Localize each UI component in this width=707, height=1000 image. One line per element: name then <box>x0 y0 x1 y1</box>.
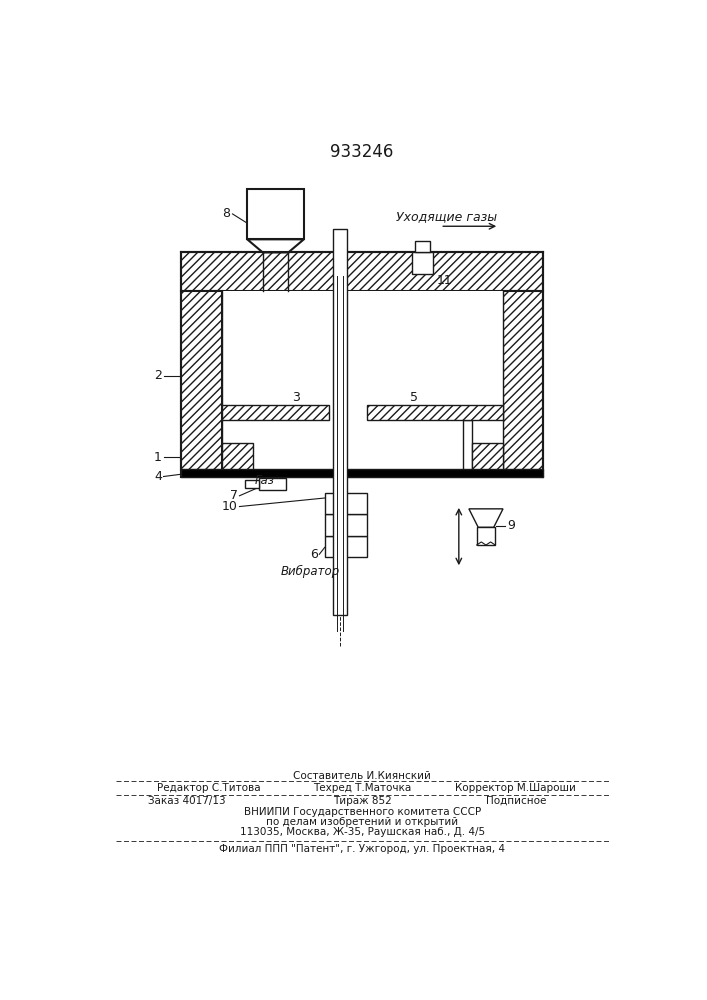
Bar <box>462 420 472 470</box>
Text: Заказ 4017/13: Заказ 4017/13 <box>148 796 226 806</box>
Bar <box>182 291 222 470</box>
Text: 5: 5 <box>410 391 418 404</box>
Text: 6: 6 <box>310 548 317 561</box>
Text: Филиал ППП "Патент", г. Ужгород, ул. Проектная, 4: Филиал ППП "Патент", г. Ужгород, ул. Про… <box>219 844 506 854</box>
Text: 7: 7 <box>230 489 238 502</box>
Text: Техред Т.Маточка: Техред Т.Маточка <box>313 783 411 793</box>
Bar <box>503 291 543 470</box>
Text: 10: 10 <box>222 500 238 513</box>
Bar <box>477 527 495 545</box>
Text: Уходящие газы: Уходящие газы <box>396 210 497 223</box>
Polygon shape <box>247 239 304 252</box>
Text: 8: 8 <box>222 207 230 220</box>
Bar <box>259 478 286 490</box>
Text: 2: 2 <box>154 369 162 382</box>
Text: Составитель И.Киянский: Составитель И.Киянский <box>293 771 431 781</box>
Bar <box>222 405 329 420</box>
Bar <box>222 291 503 470</box>
Bar <box>333 229 347 615</box>
Text: 933246: 933246 <box>330 143 394 161</box>
Bar <box>416 241 430 252</box>
Bar <box>325 493 368 514</box>
Text: 4: 4 <box>154 470 162 483</box>
Text: 3: 3 <box>292 391 300 404</box>
Bar <box>325 514 368 536</box>
Bar <box>247 189 304 239</box>
Bar <box>325 536 368 557</box>
Text: 1: 1 <box>154 451 162 464</box>
Text: Тираж 852: Тираж 852 <box>333 796 392 806</box>
Text: 9: 9 <box>507 519 515 532</box>
Bar <box>245 480 259 488</box>
Bar <box>182 469 543 477</box>
Text: ВНИИПИ Государственного комитета СССР: ВНИИПИ Государственного комитета СССР <box>244 807 481 817</box>
Text: по делам изобретений и открытий: по делам изобретений и открытий <box>267 817 458 827</box>
Text: Газ: Газ <box>255 474 275 487</box>
Bar <box>182 252 543 291</box>
Text: 11: 11 <box>436 274 452 287</box>
Text: Вибратор: Вибратор <box>281 565 340 578</box>
Text: Корректор М.Шароши: Корректор М.Шароши <box>455 783 576 793</box>
Bar <box>472 443 503 470</box>
Bar <box>412 252 433 274</box>
Text: Редактор С.Титова: Редактор С.Титова <box>157 783 261 793</box>
Bar <box>368 405 503 420</box>
Text: 113035, Москва, Ж-35, Раушская наб., Д. 4/5: 113035, Москва, Ж-35, Раушская наб., Д. … <box>240 827 485 837</box>
Polygon shape <box>469 509 503 527</box>
Text: Подписное: Подписное <box>486 796 546 806</box>
Bar <box>222 443 252 470</box>
